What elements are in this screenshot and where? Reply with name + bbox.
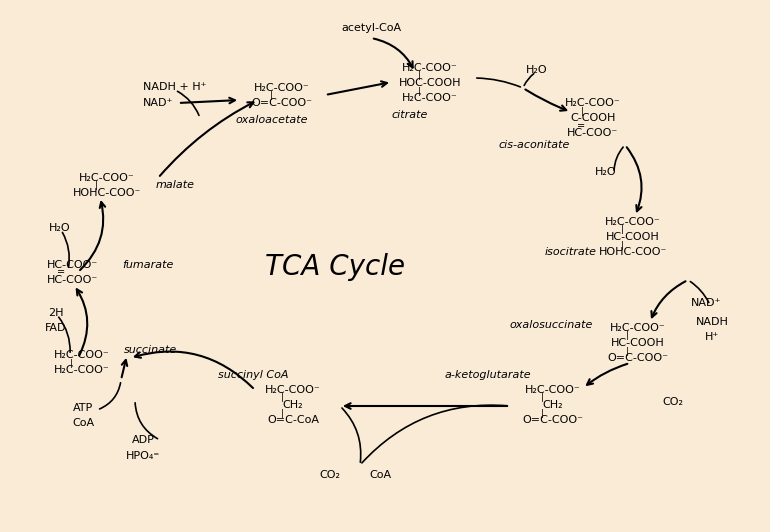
- Text: |: |: [69, 359, 72, 368]
- Text: H₂C-COO⁻: H₂C-COO⁻: [54, 350, 110, 360]
- Text: O=C-CoA: O=C-CoA: [267, 415, 319, 425]
- Text: fumarate: fumarate: [122, 260, 174, 270]
- Text: H₂C-COO⁻: H₂C-COO⁻: [79, 173, 135, 183]
- Text: isocitrate: isocitrate: [545, 247, 597, 257]
- Text: CH₂: CH₂: [543, 400, 564, 410]
- Text: |: |: [280, 394, 283, 403]
- Text: H₂O: H₂O: [49, 223, 71, 233]
- Text: HOC-COOH: HOC-COOH: [399, 78, 461, 88]
- Text: H⁺: H⁺: [705, 332, 719, 342]
- Text: |: |: [270, 92, 273, 101]
- Text: H₂C-COO⁻: H₂C-COO⁻: [605, 217, 661, 227]
- Text: NADH: NADH: [695, 317, 728, 327]
- Text: acetyl-CoA: acetyl-CoA: [341, 23, 401, 33]
- Text: HOHC-COO⁻: HOHC-COO⁻: [73, 188, 141, 198]
- Text: |: |: [95, 181, 98, 190]
- Text: |: |: [621, 226, 624, 235]
- Text: |: |: [625, 346, 628, 355]
- Text: H₂C-COO⁻: H₂C-COO⁻: [565, 98, 621, 108]
- Text: H₂C-COO⁻: H₂C-COO⁻: [254, 83, 310, 93]
- Text: |: |: [280, 409, 283, 418]
- Text: a-ketoglutarate: a-ketoglutarate: [445, 370, 531, 380]
- Text: H₂C-COO⁻: H₂C-COO⁻: [402, 93, 458, 103]
- Text: O=C-COO⁻: O=C-COO⁻: [523, 415, 584, 425]
- Text: |: |: [541, 394, 544, 403]
- Text: succinate: succinate: [125, 345, 178, 355]
- Text: ADP: ADP: [132, 435, 155, 445]
- Text: O=C-COO⁻: O=C-COO⁻: [608, 353, 668, 363]
- Text: =: =: [57, 267, 65, 277]
- Text: HC-COOH: HC-COOH: [611, 338, 665, 348]
- Text: 2H: 2H: [49, 308, 64, 318]
- Text: C-COOH: C-COOH: [571, 113, 616, 123]
- Text: H₂C-COO⁻: H₂C-COO⁻: [402, 63, 458, 73]
- Text: FAD: FAD: [45, 323, 67, 333]
- Text: H₂C-COO⁻: H₂C-COO⁻: [610, 323, 666, 333]
- Text: HOHC-COO⁻: HOHC-COO⁻: [599, 247, 667, 257]
- Text: ATP: ATP: [73, 403, 93, 413]
- Text: CO₂: CO₂: [662, 397, 684, 407]
- Text: |: |: [541, 409, 544, 418]
- Text: |: |: [581, 106, 584, 115]
- Text: citrate: citrate: [392, 110, 428, 120]
- Text: |: |: [625, 331, 628, 340]
- Text: H₂C-COO⁻: H₂C-COO⁻: [54, 365, 110, 375]
- Text: H₂O: H₂O: [595, 167, 617, 177]
- Text: NAD⁺: NAD⁺: [142, 98, 173, 108]
- Text: TCA Cycle: TCA Cycle: [265, 253, 405, 281]
- Text: CO₂: CO₂: [320, 470, 340, 480]
- Text: cis-aconitate: cis-aconitate: [498, 140, 570, 150]
- Text: |: |: [417, 71, 420, 80]
- Text: CoA: CoA: [369, 470, 391, 480]
- Text: H₂C-COO⁻: H₂C-COO⁻: [525, 385, 581, 395]
- Text: H₂C-COO⁻: H₂C-COO⁻: [265, 385, 321, 395]
- Text: malate: malate: [156, 180, 195, 190]
- Text: HC-COO⁻: HC-COO⁻: [46, 275, 98, 285]
- Text: H₂O: H₂O: [526, 65, 547, 75]
- Text: HC-COO⁻: HC-COO⁻: [46, 260, 98, 270]
- Text: |: |: [621, 240, 624, 250]
- Text: CoA: CoA: [72, 418, 94, 428]
- Text: oxaloacetate: oxaloacetate: [236, 115, 308, 125]
- Text: HC-COOH: HC-COOH: [606, 232, 660, 242]
- Text: HPO₄⁼: HPO₄⁼: [126, 451, 160, 461]
- Text: |: |: [417, 87, 420, 96]
- Text: oxalosuccinate: oxalosuccinate: [509, 320, 593, 330]
- Text: =: =: [577, 121, 585, 131]
- Text: NADH + H⁺: NADH + H⁺: [143, 82, 207, 92]
- Text: HC-COO⁻: HC-COO⁻: [567, 128, 618, 138]
- Text: succinyl CoA: succinyl CoA: [218, 370, 288, 380]
- Text: CH₂: CH₂: [283, 400, 303, 410]
- Text: NAD⁺: NAD⁺: [691, 298, 721, 308]
- Text: O=C-COO⁻: O=C-COO⁻: [252, 98, 313, 108]
